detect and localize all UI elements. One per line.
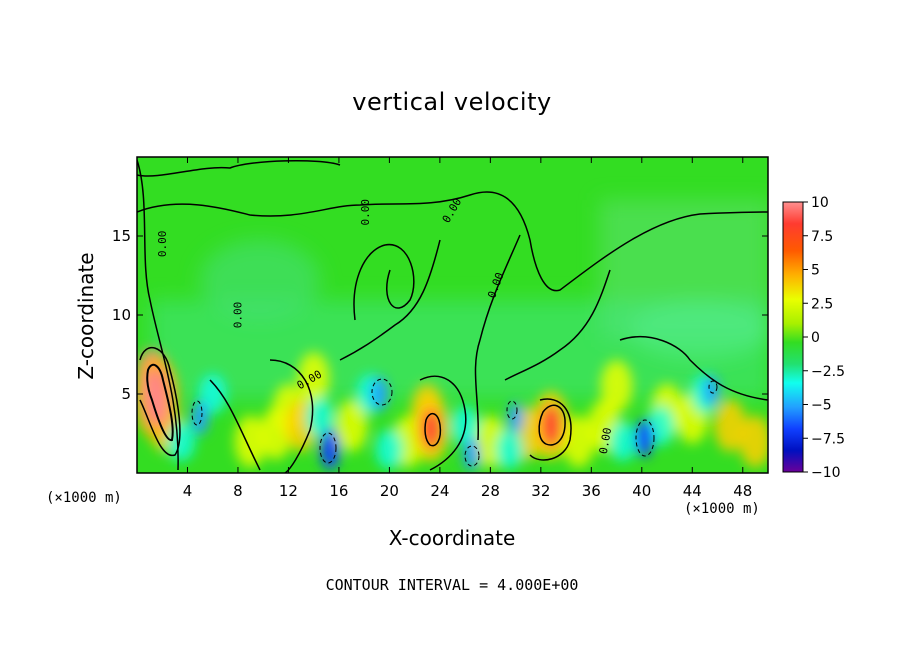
x-tick-label: 40 [632, 482, 651, 500]
contour-zero-right-2 [504, 269, 611, 381]
colorbar-frame [782, 201, 804, 473]
contour-zero-mid-2 [339, 239, 441, 361]
colorbar-tick-label: −10 [811, 465, 841, 481]
x-tick-label: 32 [531, 482, 550, 500]
y-tick-label: 15 [112, 227, 131, 245]
contour-negative [191, 378, 718, 467]
contour-zero-upper-2 [137, 160, 341, 177]
warm-cell [234, 415, 267, 468]
x-tick-label: 24 [430, 482, 449, 500]
cool-cell [167, 421, 196, 462]
warm-cell [600, 360, 633, 413]
contour-zero-right [474, 234, 521, 441]
x-unit-label-left: (×1000 m) [46, 490, 122, 506]
y-tick-label: 10 [112, 306, 131, 324]
colorbar-tick-label: 0 [811, 330, 820, 346]
colorbar-tick-label: −7.5 [811, 431, 845, 447]
contour-label: 0.00 [597, 427, 614, 455]
cool-cell [198, 374, 227, 414]
background-tones [150, 200, 768, 400]
feature-core [635, 419, 654, 458]
x-tick-label: 12 [279, 482, 298, 500]
colorbar-tick-label: 2.5 [811, 296, 833, 312]
x-tick-label: 8 [233, 482, 243, 500]
x-tick-label: 16 [329, 482, 348, 500]
colorbar-tick-label: −5 [811, 398, 832, 414]
feature-core [320, 428, 340, 471]
colorbar-tick-label: 7.5 [811, 229, 833, 245]
feature-core [463, 436, 480, 472]
x-tick-label: 48 [733, 482, 752, 500]
x-tick-label: 4 [183, 482, 193, 500]
cool-cell [495, 429, 524, 470]
feature-core [507, 402, 524, 434]
colorbar-ticks: 10 7.5 5 2.5 0 −2.5 −5 −7.5 −10 [803, 195, 845, 481]
contour-zero-left [137, 159, 179, 471]
contour-zero-upper [137, 191, 768, 292]
contour-cell-33 [538, 404, 566, 446]
contour-label: 0.00 [232, 302, 245, 329]
contour-zero-mid [353, 244, 415, 321]
contour-low-cells [419, 375, 572, 471]
colorbar-fill [783, 202, 803, 472]
x-axis-label: X-coordinate [388, 526, 516, 550]
chart-title: vertical velocity [352, 88, 552, 116]
colorbar-tick-label: 5 [811, 263, 820, 279]
contour-interval-note: CONTOUR INTERVAL = 4.000E+00 [325, 576, 579, 594]
x-tick-label: 28 [481, 482, 500, 500]
feature-core [703, 375, 720, 407]
feature-core [191, 400, 209, 435]
feature-core [541, 404, 561, 447]
contour-strong-left-inner [146, 363, 174, 441]
x-tick-label: 44 [683, 482, 702, 500]
cool-cell [608, 421, 637, 462]
warm-cell [714, 399, 747, 452]
feature-peak [144, 372, 168, 422]
contour-strong-left [139, 346, 181, 456]
cool-cell [375, 429, 404, 470]
contour-cell-23 [424, 413, 442, 447]
x-tick-label: 20 [380, 482, 399, 500]
contour-lines [137, 159, 768, 473]
contour-mid-low [209, 359, 314, 473]
warm-cell [739, 415, 768, 468]
warm-cell [297, 352, 330, 405]
contour-label: 0.00 [359, 199, 372, 226]
contour-zero-far-right [619, 336, 768, 401]
contour-label: 0.00 [156, 231, 169, 258]
x-tick-label: 36 [582, 482, 601, 500]
warm-cell [335, 399, 368, 452]
x-unit-label-right: (×1000 m) [684, 501, 760, 517]
colorbar-tick-label: −2.5 [811, 364, 845, 380]
y-tick-label: 5 [121, 385, 131, 403]
colorbar-tick-label: 10 [811, 195, 829, 211]
feature-core [370, 376, 388, 412]
